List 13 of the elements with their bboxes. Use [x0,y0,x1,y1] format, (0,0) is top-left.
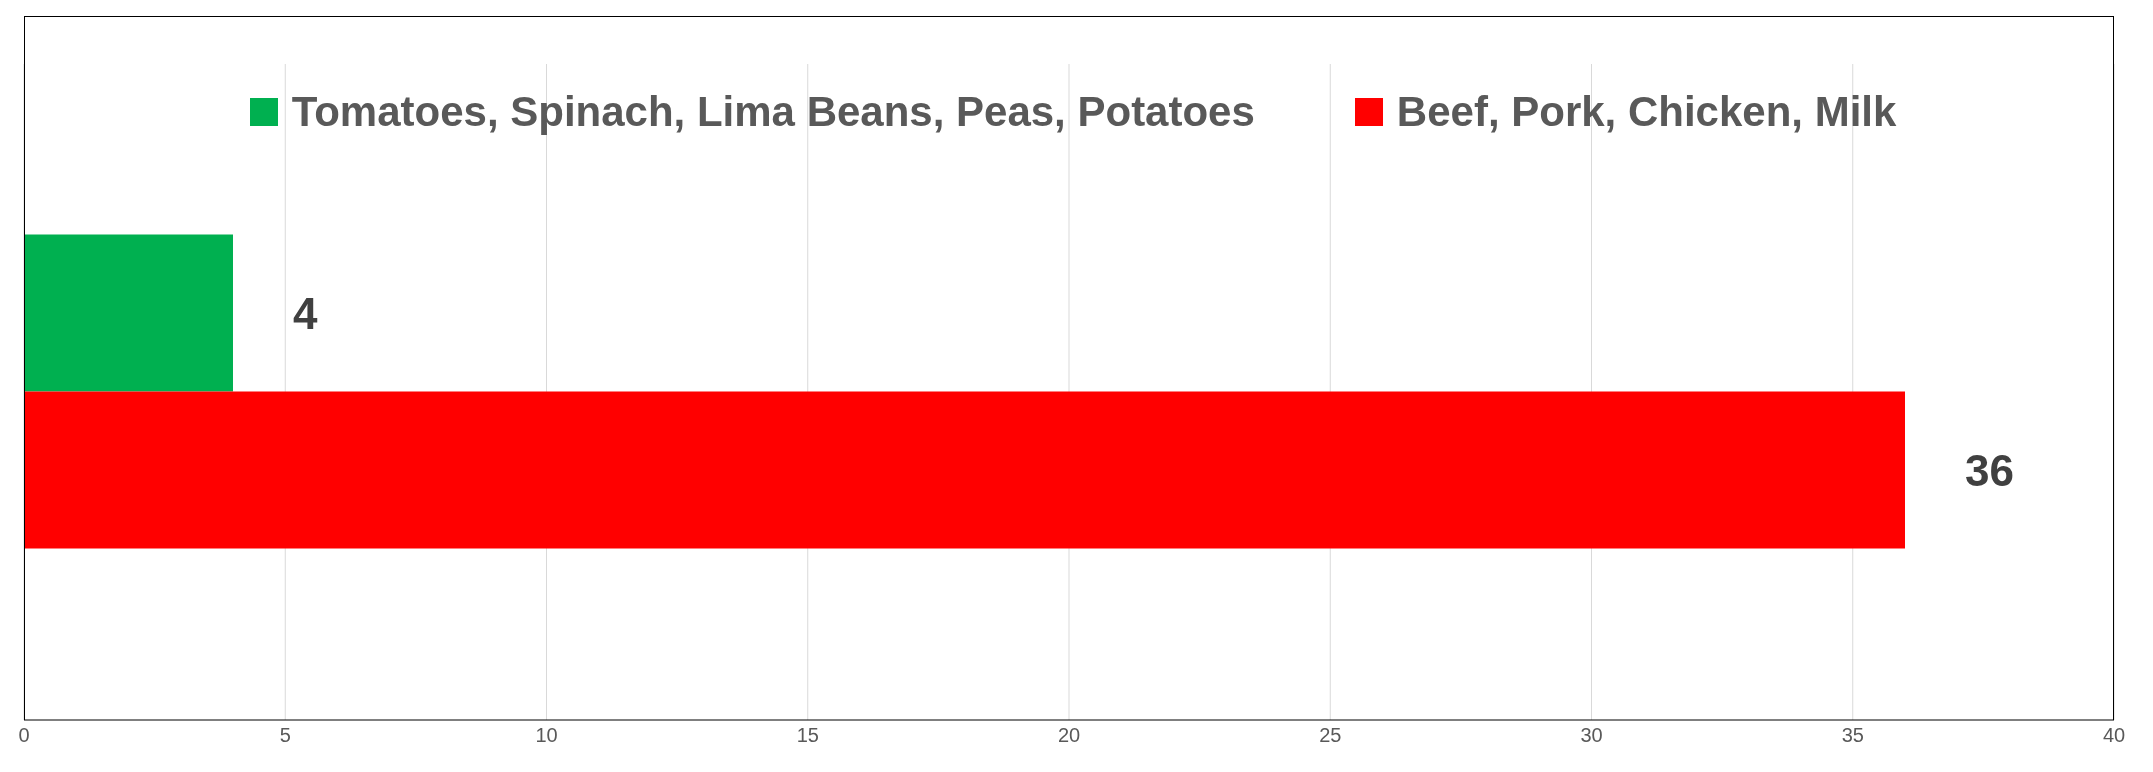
x-tick-label: 20 [1057,724,1081,747]
x-tick-label: 0 [18,724,30,747]
x-tick-label: 15 [796,724,819,747]
x-tick-label: 5 [279,724,291,747]
data-label: 4 [293,288,318,338]
x-tick-label: 40 [2102,724,2126,747]
legend-label: Tomatoes, Spinach, Lima Beans, Peas, Potatoes [291,88,1255,136]
x-tick-label: 10 [535,724,558,747]
data-label: 36 [1965,445,2014,495]
x-tick-label: 35 [1841,724,1864,747]
legend-label: Beef, Pork, Chicken, Milk [1396,88,1897,136]
x-tick-label: 30 [1580,724,1603,747]
x-tick-label: 25 [1319,724,1342,747]
